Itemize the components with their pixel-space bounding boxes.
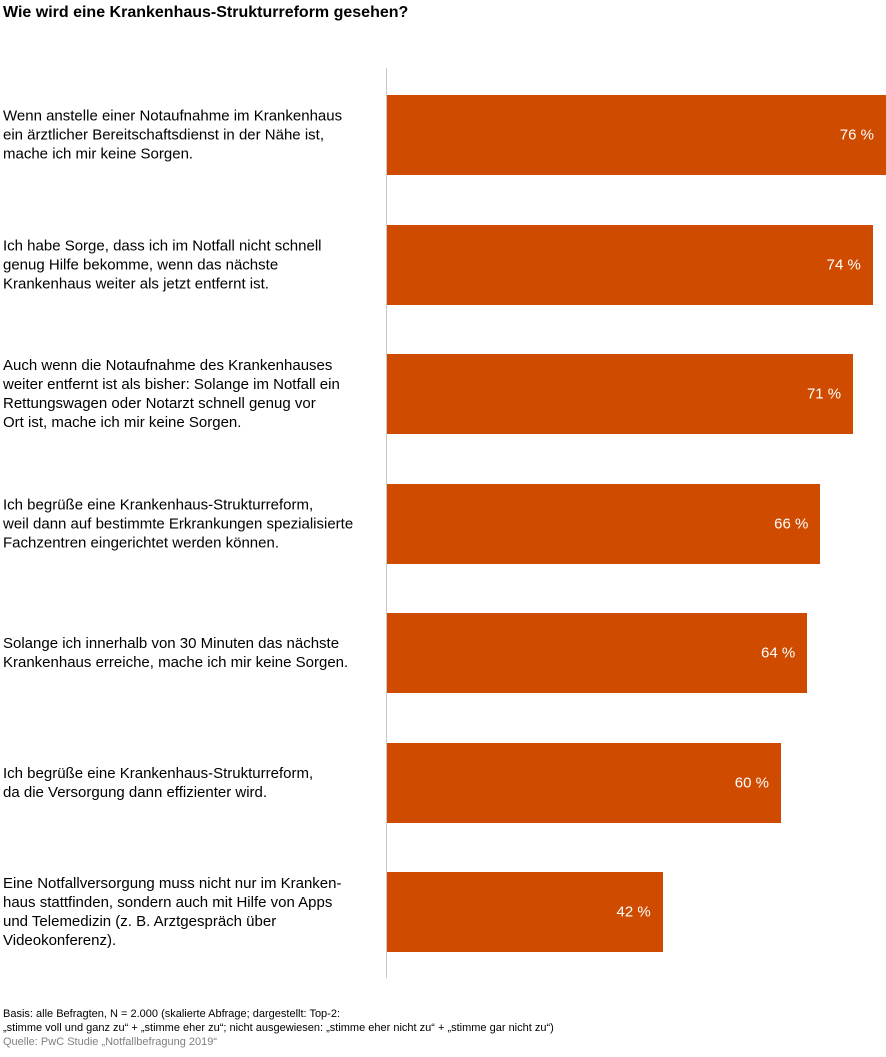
bar-value-label: 71 % <box>806 385 842 403</box>
bar-value-label: 64 % <box>761 644 796 662</box>
bar: 60 % <box>387 742 781 823</box>
bar-value-label: 74 % <box>826 256 861 273</box>
category-label: Wenn anstelle einer Notaufnahme im Krank… <box>3 107 343 163</box>
bar: 64 % <box>387 613 808 693</box>
footnote-basis-line-1: Basis: alle Befragten, N = 2.000 (skalie… <box>3 1008 341 1020</box>
category-label: Eine Notfallversorgung muss nicht nur im… <box>3 875 342 949</box>
chart-footnote: Basis: alle Befragten, N = 2.000 (skalie… <box>3 1007 554 1049</box>
chart-title: Wie wird eine Krankenhaus-Strukturreform… <box>3 4 409 21</box>
bar: 71 % <box>387 354 854 434</box>
bar: 66 % <box>387 483 821 564</box>
axis-baseline <box>386 68 387 978</box>
bar: 74 % <box>387 224 873 305</box>
category-label: Solange ich innerhalb von 30 Minuten das… <box>3 635 349 671</box>
category-label: Auch wenn die Notaufnahme des Krankenhau… <box>3 357 340 431</box>
bar-value-label: 42 % <box>616 903 651 921</box>
category-label: Ich begrüße eine Krankenhaus-Strukturref… <box>3 764 314 801</box>
bar-value-label: 60 % <box>734 774 769 791</box>
category-label: Ich begrüße eine Krankenhaus-Strukturref… <box>3 496 354 551</box>
bar: 42 % <box>387 872 663 952</box>
footnote-source: Quelle: PwC Studie „Notfallbefragung 201… <box>3 1036 218 1048</box>
category-label: Ich habe Sorge, dass ich im Notfall nich… <box>3 237 322 292</box>
footnote-basis-line-2: „stimme voll und ganz zu“ + „stimme eher… <box>3 1022 554 1034</box>
bar-value-label: 66 % <box>774 515 809 532</box>
bar: 76 % <box>387 95 886 175</box>
bar-value-label: 76 % <box>839 126 874 144</box>
